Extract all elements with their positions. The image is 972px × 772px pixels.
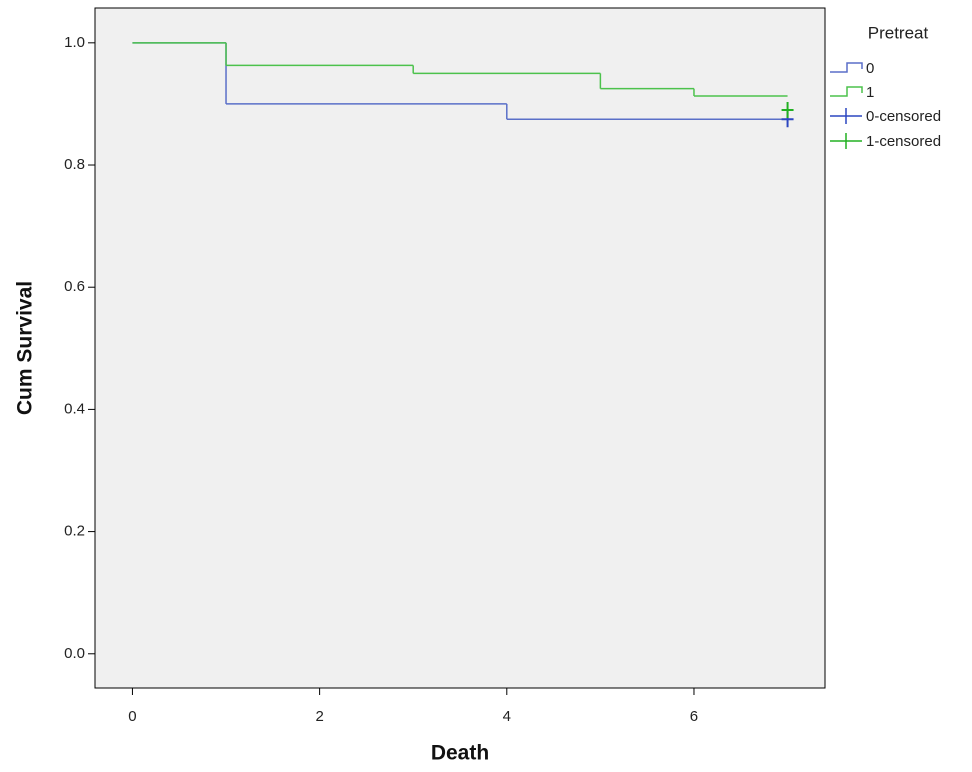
legend-swatch <box>830 108 862 124</box>
x-tick-label: 2 <box>315 708 323 725</box>
legend-swatch <box>830 62 863 73</box>
censor-mark <box>781 102 794 119</box>
y-tick-label: 0.4 <box>64 400 85 417</box>
legend-label: 0 <box>866 60 874 77</box>
legend-label: 0-censored <box>866 108 941 125</box>
y-tick-label: 0.6 <box>64 278 85 295</box>
y-tick-label: 0.8 <box>64 156 85 173</box>
plot-area <box>94 7 826 689</box>
x-axis-title: Death <box>431 742 489 765</box>
x-tick-label: 4 <box>503 708 511 725</box>
x-tick-label: 6 <box>690 708 698 725</box>
legend-swatch <box>830 133 862 149</box>
legend-label: 1 <box>866 84 874 101</box>
y-tick-label: 1.0 <box>64 34 85 51</box>
x-tick-label: 0 <box>128 708 136 725</box>
legend-label: 1-censored <box>866 133 941 150</box>
legend-swatch <box>830 86 863 97</box>
y-axis-title: Cum Survival <box>14 281 37 415</box>
y-tick-label: 0.2 <box>64 523 85 540</box>
y-tick-label: 0.0 <box>64 645 85 662</box>
legend-title: Pretreat <box>868 23 929 42</box>
